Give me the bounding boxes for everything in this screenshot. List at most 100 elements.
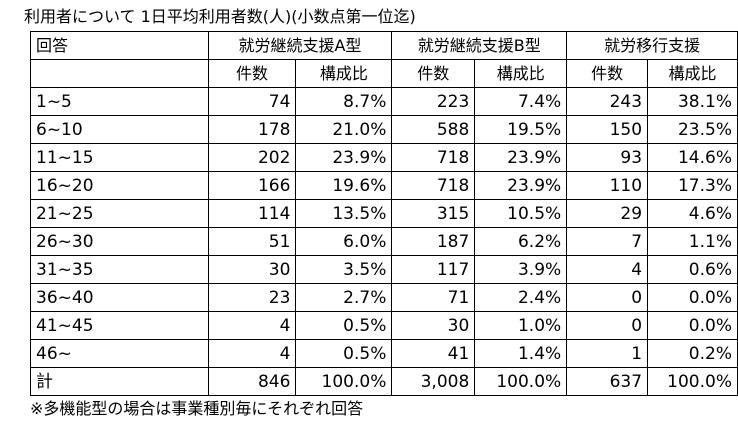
answer-header: 回答 [30,31,209,60]
table-row: 26~30 51 6.0% 187 6.2% 7 1.1% [30,227,738,256]
table-row: 41~45 4 0.5% 30 1.0% 0 0.0% [30,311,738,340]
group-header-a: 就労継続支援A型 [207,31,393,60]
cell-count-a: 114 [207,199,297,228]
cell-ratio-transition: 0.0% [647,283,738,312]
cell-count-a: 4 [207,339,297,368]
table-row: 6~10 178 21.0% 588 19.5% 150 23.5% [30,115,738,144]
cell-ratio-b: 6.2% [474,227,568,256]
sub-header-ratio: 構成比 [295,59,393,88]
row-label: 21~25 [30,199,209,228]
cell-ratio-transition: 17.3% [647,171,738,200]
cell-ratio-b: 1.4% [474,339,568,368]
cell-ratio-transition: 14.6% [647,143,738,172]
cell-ratio-a: 23.9% [295,143,393,172]
row-label: 26~30 [30,227,209,256]
cell-ratio-b: 3.9% [474,255,568,284]
footnote: ※多機能型の場合は事業種別毎にそれぞれ回答 [30,399,364,418]
cell-ratio-transition: 100.0% [647,367,738,396]
cell-count-a: 178 [207,115,297,144]
row-label: 計 [30,367,209,396]
cell-count-transition: 110 [566,171,649,200]
table-body: 回答 就労継続支援A型 就労継続支援B型 就労移行支援 件数 構成比 件数 構成… [30,31,738,396]
cell-count-transition: 29 [566,199,649,228]
cell-count-b: 718 [391,171,476,200]
cell-count-a: 74 [207,87,297,116]
cell-ratio-b: 23.9% [474,143,568,172]
cell-ratio-b: 19.5% [474,115,568,144]
cell-count-transition: 150 [566,115,649,144]
cell-ratio-b: 10.5% [474,199,568,228]
cell-ratio-b: 2.4% [474,283,568,312]
cell-count-b: 117 [391,255,476,284]
cell-count-b: 3,008 [391,367,476,396]
table-row: 1~5 74 8.7% 223 7.4% 243 38.1% [30,87,738,116]
cell-ratio-a: 2.7% [295,283,393,312]
row-label: 6~10 [30,115,209,144]
cell-ratio-a: 19.6% [295,171,393,200]
cell-count-a: 846 [207,367,297,396]
row-label: 46~ [30,339,209,368]
row-label: 16~20 [30,171,209,200]
cell-ratio-a: 0.5% [295,311,393,340]
cell-count-b: 187 [391,227,476,256]
cell-count-transition: 637 [566,367,649,396]
row-label: 1~5 [30,87,209,116]
row-label: 11~15 [30,143,209,172]
cell-ratio-b: 23.9% [474,171,568,200]
cell-count-b: 41 [391,339,476,368]
cell-ratio-a: 13.5% [295,199,393,228]
cell-count-b: 223 [391,87,476,116]
cell-count-b: 315 [391,199,476,228]
cell-ratio-transition: 0.2% [647,339,738,368]
cell-ratio-transition: 1.1% [647,227,738,256]
cell-count-b: 71 [391,283,476,312]
cell-count-b: 588 [391,115,476,144]
cell-count-transition: 1 [566,339,649,368]
sub-header-ratio: 構成比 [647,59,738,88]
cell-ratio-b: 1.0% [474,311,568,340]
table-row: 46~ 4 0.5% 41 1.4% 1 0.2% [30,339,738,368]
cell-count-a: 51 [207,227,297,256]
cell-count-transition: 0 [566,283,649,312]
cell-ratio-transition: 38.1% [647,87,738,116]
cell-ratio-b: 100.0% [474,367,568,396]
sub-header-count: 件数 [207,59,297,88]
row-label: 31~35 [30,255,209,284]
table-row: 31~35 30 3.5% 117 3.9% 4 0.6% [30,255,738,284]
header-row: 回答 就労継続支援A型 就労継続支援B型 就労移行支援 [30,31,738,60]
cell-count-transition: 0 [566,311,649,340]
cell-count-a: 30 [207,255,297,284]
row-label: 41~45 [30,311,209,340]
cell-ratio-a: 8.7% [295,87,393,116]
cell-count-a: 23 [207,283,297,312]
cell-ratio-transition: 0.6% [647,255,738,284]
table-row: 16~20 166 19.6% 718 23.9% 110 17.3% [30,171,738,200]
total-row: 計 846 100.0% 3,008 100.0% 637 100.0% [30,367,738,396]
sub-header-count: 件数 [391,59,476,88]
cell-count-transition: 4 [566,255,649,284]
cell-ratio-transition: 0.0% [647,311,738,340]
table-row: 36~40 23 2.7% 71 2.4% 0 0.0% [30,283,738,312]
cell-ratio-a: 0.5% [295,339,393,368]
sub-header-blank [30,59,209,88]
cell-ratio-b: 7.4% [474,87,568,116]
cell-ratio-a: 3.5% [295,255,393,284]
cell-ratio-transition: 23.5% [647,115,738,144]
table-row: 21~25 114 13.5% 315 10.5% 29 4.6% [30,199,738,228]
row-label: 36~40 [30,283,209,312]
sub-header-ratio: 構成比 [474,59,568,88]
cell-count-transition: 93 [566,143,649,172]
sub-header-count: 件数 [566,59,649,88]
page-title: 利用者について 1日平均利用者数(人)(小数点第一位迄) [24,7,416,26]
cell-ratio-a: 21.0% [295,115,393,144]
cell-count-a: 4 [207,311,297,340]
data-table: 回答 就労継続支援A型 就労継続支援B型 就労移行支援 件数 構成比 件数 構成… [30,31,738,396]
cell-count-transition: 7 [566,227,649,256]
cell-count-b: 30 [391,311,476,340]
cell-count-a: 166 [207,171,297,200]
group-header-transition: 就労移行支援 [566,31,738,60]
cell-count-a: 202 [207,143,297,172]
group-header-b: 就労継続支援B型 [391,31,568,60]
cell-ratio-a: 100.0% [295,367,393,396]
table-row: 11~15 202 23.9% 718 23.9% 93 14.6% [30,143,738,172]
